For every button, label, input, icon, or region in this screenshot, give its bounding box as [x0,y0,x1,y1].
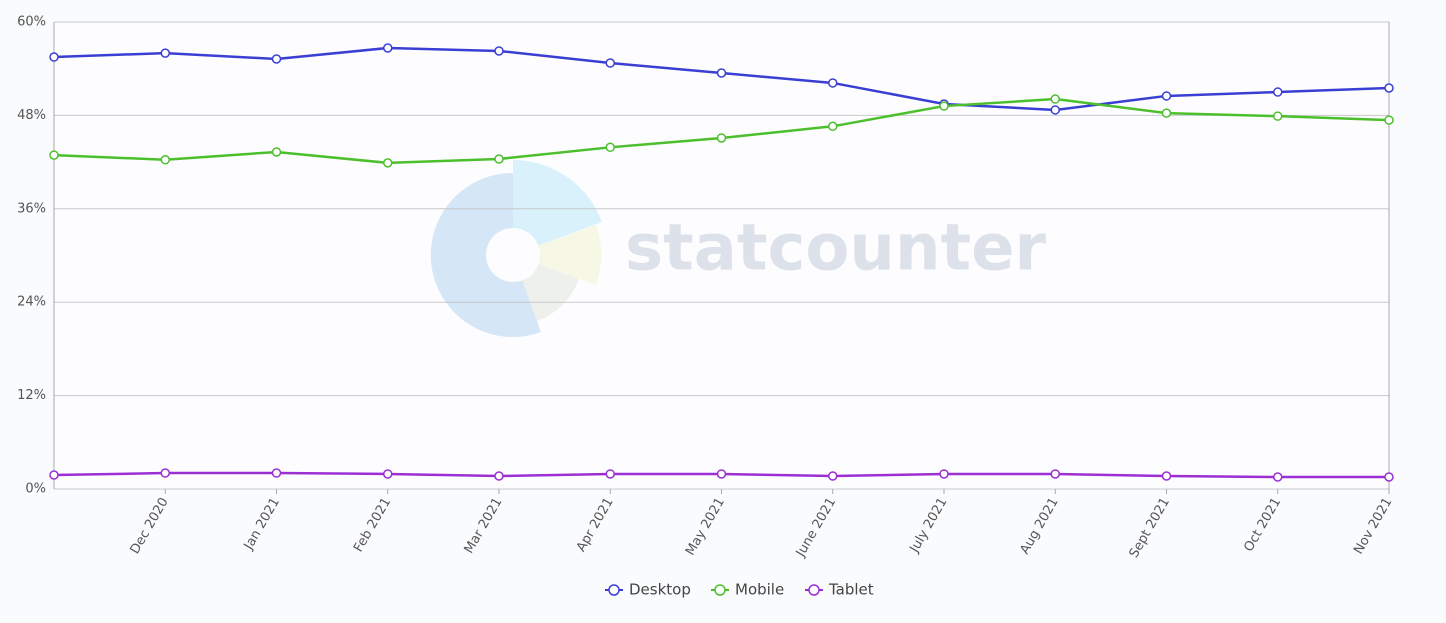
point [828,121,838,132]
point [383,158,393,168]
legend-label: Desktop [629,581,691,599]
point [383,43,393,53]
point [160,468,170,478]
legend-marker [608,584,620,596]
point [49,470,59,480]
watermark-logo [430,160,602,337]
point [271,54,282,64]
point [160,155,170,165]
point [1273,472,1283,482]
point [716,133,727,143]
y-tick-label: 12% [17,388,46,403]
y-tick-label: 24% [17,295,46,310]
point [1050,469,1060,479]
legend-label: Tablet [828,581,874,599]
x-tick-label: Dec 2020 [128,495,172,557]
point [605,469,615,479]
point [939,101,949,111]
x-tick-label: Jan 2021 [241,495,283,553]
point [1384,83,1394,93]
x-tick-label: Oct 2021 [1241,495,1284,554]
x-tick-label: Feb 2021 [351,495,394,555]
point [939,469,949,479]
x-tick-label: Nov 2021 [1351,495,1395,557]
point [1050,105,1060,115]
x-tick-label: Mar 2021 [462,495,506,556]
point [1161,471,1172,481]
x-tick-label: Aug 2021 [1017,495,1061,557]
point [383,469,393,479]
point [1384,472,1394,482]
point [1273,87,1283,97]
point [605,58,615,68]
point [494,471,504,481]
point [1161,108,1172,118]
point [160,48,170,58]
point [828,471,838,481]
watermark: statcounter [625,212,1047,286]
legend-label: Mobile [735,581,784,599]
point [271,468,282,478]
point [1384,115,1394,125]
x-tick-label: June 2021 [793,495,839,560]
y-tick-label: 48% [17,108,46,123]
x-tick-label: July 2021 [907,495,951,556]
y-tick-label: 60% [17,15,46,30]
point [49,150,59,160]
point [1050,94,1060,104]
y-tick-label: 0% [25,482,46,497]
x-tick-label: May 2021 [683,495,728,558]
point [1161,91,1172,101]
point [605,142,615,153]
point [716,68,727,78]
point [494,154,504,164]
point [49,52,59,62]
point [271,147,282,157]
legend-marker [714,584,726,596]
point [716,469,727,479]
x-tick-label: Apr 2021 [574,495,617,554]
x-tick-label: Sept 2021 [1127,495,1173,560]
point [828,78,838,88]
y-tick-label: 36% [17,201,46,216]
point [1273,111,1283,121]
legend-marker [808,584,820,596]
point [494,46,504,56]
